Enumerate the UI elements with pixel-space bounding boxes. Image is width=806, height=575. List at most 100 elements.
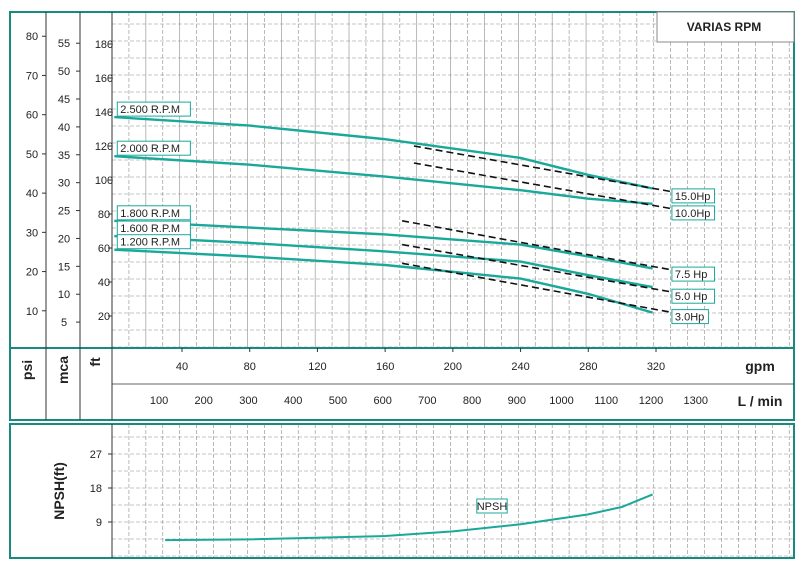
series-label: 2.500 R.P.M xyxy=(120,104,180,116)
lmin-tick-label: 100 xyxy=(150,395,168,407)
curves xyxy=(114,115,674,542)
gpm-tick-label: 120 xyxy=(308,361,326,373)
title-box xyxy=(656,11,795,43)
ft-tick-label: 180 xyxy=(95,39,113,51)
series-label-box xyxy=(116,140,191,156)
power-line-5.0 Hp xyxy=(401,243,674,293)
npsh-axis-title: NPSH(ft) xyxy=(51,462,67,520)
ft-tick-label: 100 xyxy=(95,175,113,187)
series-label: 1.200 R.P.M xyxy=(120,237,180,249)
labels: VARIAS RPM 20 40 60 80 100 120 140 160 180 5 10 15 20… xyxy=(19,11,795,529)
power-line-15.0Hp xyxy=(413,145,674,193)
power-line-7.5 Hp xyxy=(401,220,674,271)
curve-2.500 R.P.M xyxy=(114,115,653,190)
power-label: 7.5 Hp xyxy=(675,269,707,281)
lmin-tick-label: 1000 xyxy=(549,395,573,407)
series-label-box xyxy=(116,234,191,250)
power-label-box xyxy=(671,309,709,325)
lmin-tick-label: 500 xyxy=(329,395,347,407)
power-line-3.0Hp xyxy=(401,262,674,314)
lmin-tick-label: 1200 xyxy=(639,395,663,407)
series-label: 1.600 R.P.M xyxy=(120,223,180,235)
curve-1.200 R.P.M xyxy=(114,248,653,314)
lmin-tick-label: 800 xyxy=(463,395,481,407)
gpm-tick-label: 160 xyxy=(376,361,394,373)
lmin-tick-label: 1300 xyxy=(683,395,707,407)
lmin-tick-label: 200 xyxy=(195,395,213,407)
gpm-tick-label: 80 xyxy=(244,361,256,373)
lmin-tick-label: 400 xyxy=(284,395,302,407)
mca-tick-label: 55 xyxy=(58,38,70,50)
mca-tick-label: 50 xyxy=(58,66,70,78)
power-label-box xyxy=(671,266,716,282)
chart-title: VARIAS RPM xyxy=(687,20,761,34)
mca-tick-label: 40 xyxy=(58,122,70,134)
mca-tick-label: 15 xyxy=(58,261,70,273)
frame xyxy=(9,11,795,559)
power-label: 10.0Hp xyxy=(675,208,710,220)
mca-tick-label: 20 xyxy=(58,233,70,245)
psi-tick-label: 80 xyxy=(26,31,38,43)
curve-2.000 R.P.M xyxy=(114,155,653,205)
lmin-tick-label: 900 xyxy=(508,395,526,407)
lmin-tick-label: 600 xyxy=(373,395,391,407)
grid-bottom xyxy=(111,424,794,558)
power-label-box xyxy=(671,188,716,204)
gpm-tick-label: 40 xyxy=(176,361,188,373)
npsh-tick-label: 27 xyxy=(90,449,102,461)
psi-tick-label: 60 xyxy=(26,110,38,122)
power-label: 3.0Hp xyxy=(675,312,704,324)
ft-tick-label: 140 xyxy=(95,107,113,119)
ft-tick-label: 20 xyxy=(98,311,110,323)
lmin-axis-title: L / min xyxy=(738,393,783,409)
psi-tick-label: 70 xyxy=(26,70,38,82)
power-label-box xyxy=(671,205,716,221)
lmin-tick-label: 700 xyxy=(418,395,436,407)
ft-tick-label: 80 xyxy=(98,209,110,221)
npsh-label: NPSH xyxy=(477,501,508,513)
ft-tick-label: 60 xyxy=(98,243,110,255)
power-label: 15.0Hp xyxy=(675,191,710,203)
psi-tick-label: 10 xyxy=(26,306,38,318)
mca-tick-label: 10 xyxy=(58,289,70,301)
grid-top xyxy=(111,12,794,348)
power-label: 5.0 Hp xyxy=(675,291,707,303)
curve-1.800 R.P.M xyxy=(114,219,653,270)
lmin-tick-label: 300 xyxy=(239,395,257,407)
ft-tick-label: 120 xyxy=(95,141,113,153)
npsh-tick-label: 9 xyxy=(96,517,102,529)
psi-tick-label: 50 xyxy=(26,149,38,161)
lmin-tick-label: 1100 xyxy=(594,395,618,407)
series-label-box xyxy=(116,101,191,117)
bottom-panel-border xyxy=(9,423,795,559)
psi-tick-label: 30 xyxy=(26,227,38,239)
series-label: 1.800 R.P.M xyxy=(120,208,180,220)
mca-tick-label: 30 xyxy=(58,178,70,190)
ft-tick-label: 40 xyxy=(98,277,110,289)
psi-tick-label: 40 xyxy=(26,188,38,200)
series-label: 2.000 R.P.M xyxy=(120,143,180,155)
psi-tick-label: 20 xyxy=(26,267,38,279)
ft-axis-title: ft xyxy=(87,357,103,367)
npsh-tick-label: 18 xyxy=(90,483,102,495)
power-line-10.0Hp xyxy=(413,162,674,210)
npsh-label-box xyxy=(476,498,508,514)
mca-tick-label: 25 xyxy=(58,206,70,218)
ft-tick-label: 160 xyxy=(95,73,113,85)
mca-tick-label: 5 xyxy=(61,317,67,329)
curve-1.600 R.P.M xyxy=(114,234,653,289)
mca-axis-title: mca xyxy=(55,356,71,384)
gpm-tick-label: 320 xyxy=(647,361,665,373)
mca-tick-label: 35 xyxy=(58,150,70,162)
gpm-tick-label: 240 xyxy=(511,361,529,373)
curve-npsh xyxy=(165,493,653,542)
gpm-axis-title: gpm xyxy=(745,358,775,374)
mca-tick-label: 45 xyxy=(58,94,70,106)
series-label-box xyxy=(116,205,191,221)
power-label-box xyxy=(671,288,716,304)
psi-axis-title: psi xyxy=(19,360,35,380)
gpm-tick-label: 200 xyxy=(444,361,462,373)
gpm-tick-label: 280 xyxy=(579,361,597,373)
